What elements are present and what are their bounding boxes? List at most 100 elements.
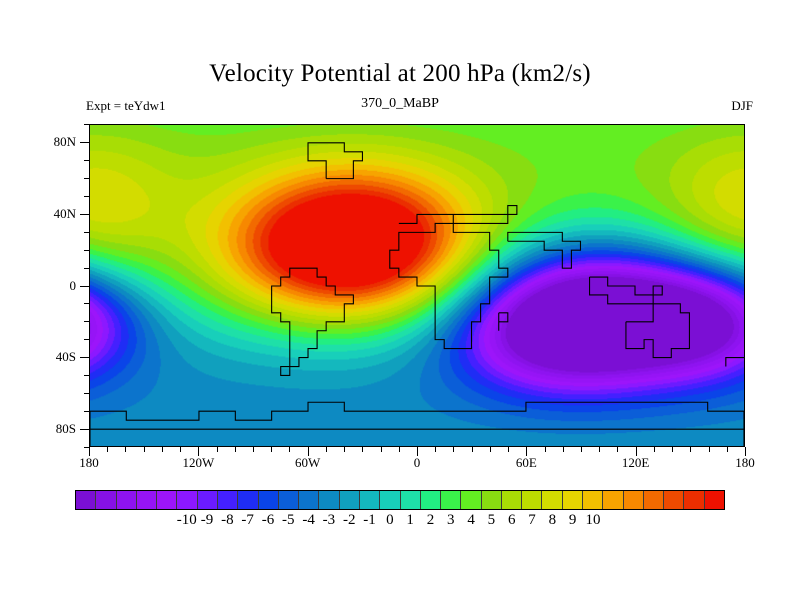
colorbar-swatch: [177, 491, 198, 509]
colorbar-swatch: [441, 491, 462, 509]
x-axis-tick: [198, 447, 200, 456]
colorbar-tick-label: 3: [447, 512, 455, 528]
colorbar-tick-label: -10: [176, 512, 197, 528]
y-axis-tick: [80, 141, 89, 143]
coastline-path: [725, 357, 744, 367]
coastline-path: [498, 312, 509, 331]
colorbar-tick-label: 1: [406, 512, 414, 528]
x-axis-tick: [489, 447, 491, 452]
coastline-path: [307, 142, 364, 180]
x-axis-tick: [653, 447, 655, 452]
y-axis-tick: [84, 159, 89, 161]
x-axis-tick: [544, 447, 546, 452]
x-axis-tick: [726, 447, 728, 452]
colorbar-tick-label: 7: [528, 512, 536, 528]
x-axis-tick: [599, 447, 601, 452]
colorbar-swatch: [704, 491, 724, 509]
colorbar-tick-label: 4: [467, 512, 475, 528]
coastline-path: [271, 267, 354, 376]
coastline-path: [90, 401, 744, 446]
y-axis-label: 0: [69, 277, 77, 293]
y-axis-label: 40S: [55, 349, 76, 365]
colorbar-swatch: [542, 491, 563, 509]
x-axis-tick: [289, 447, 291, 452]
y-axis-tick: [84, 267, 89, 269]
x-axis-tick: [417, 447, 418, 456]
colorbar-tick-label: -2: [342, 512, 356, 528]
x-axis-tick: [344, 447, 346, 452]
y-axis-tick: [84, 303, 89, 305]
x-axis-tick: [362, 447, 364, 452]
coastline-path: [625, 303, 690, 359]
x-axis-tick: [453, 447, 455, 452]
x-axis-tick: [161, 447, 163, 452]
colorbar-tick-label: 0: [386, 512, 394, 528]
x-axis-tick: [562, 447, 564, 452]
y-axis-tick: [80, 357, 89, 359]
colorbar-swatch: [157, 491, 178, 509]
y-axis-tick: [84, 124, 89, 125]
x-axis-label: 180: [79, 455, 99, 470]
x-axis-tick: [271, 447, 273, 452]
x-axis-tick: [617, 447, 619, 452]
page-title: Velocity Potential at 200 hPa (km2/s): [209, 60, 591, 87]
x-axis-label: 180: [735, 455, 755, 470]
x-axis-tick: [125, 447, 127, 452]
colorbar-swatch: [258, 491, 279, 509]
coastline-overlay: [90, 142, 744, 446]
colorbar-swatch: [238, 491, 259, 509]
coastline-path: [389, 222, 509, 350]
x-axis-label: 120W: [182, 455, 215, 470]
dataset-label: 370_0_MaBP: [361, 96, 439, 111]
x-axis-label: 60W: [295, 455, 321, 470]
y-axis-tick: [80, 285, 89, 287]
colorbar-swatch: [461, 491, 482, 509]
x-axis-tick: [307, 447, 309, 456]
x-axis-tick: [672, 447, 674, 452]
y-axis-tick: [84, 249, 89, 251]
colorbar-tick-label: -7: [241, 512, 254, 528]
coastline-path: [398, 205, 518, 224]
colorbar-swatch: [197, 491, 218, 509]
colorbar-swatch: [623, 491, 644, 509]
contour-map-plot: [89, 124, 745, 447]
colorbar-swatch: [380, 491, 401, 509]
y-axis-tick: [84, 339, 89, 341]
colorbar-swatch: [522, 491, 543, 509]
x-axis-tick: [216, 447, 218, 452]
colorbar-swatch: [481, 491, 502, 509]
x-axis-tick: [143, 447, 145, 452]
x-axis-tick: [234, 447, 236, 452]
colorbar-tick-label: -3: [322, 512, 336, 528]
x-axis-tick: [398, 447, 400, 452]
x-axis-tick: [325, 447, 327, 452]
colorbar-swatch: [684, 491, 705, 509]
coastline-path: [507, 231, 582, 269]
colorbar-swatch: [136, 491, 158, 509]
colorbar-swatch: [664, 491, 685, 509]
colorbar-tick-label: 8: [548, 512, 557, 528]
colorbar-tick-label: -4: [302, 512, 315, 528]
colorbar-swatch: [359, 491, 381, 509]
x-axis-tick: [708, 447, 710, 452]
x-axis-tick: [253, 447, 254, 452]
colorbar-swatch: [116, 491, 137, 509]
x-axis-tick: [581, 447, 582, 452]
colorbar-swatch: [339, 491, 360, 509]
colorbar-swatch: [299, 491, 320, 509]
y-axis-tick: [84, 375, 89, 377]
colorbar-swatch: [501, 491, 523, 509]
x-axis-tick: [690, 447, 692, 452]
colorbar-swatch: [400, 491, 421, 509]
x-axis-label: 60E: [515, 455, 537, 470]
colorbar-swatch: [76, 491, 97, 509]
colorbar-tick-label: 10: [585, 512, 601, 528]
colorbar-tick-label: -5: [282, 512, 295, 528]
colorbar-tick-label: 5: [487, 512, 496, 528]
y-axis-tick: [84, 195, 89, 197]
colorbar-tick-label: -8: [221, 512, 234, 528]
x-axis-tick: [107, 447, 109, 452]
colorbar-swatch: [603, 491, 624, 509]
x-axis-tick: [380, 447, 382, 452]
x-axis-tick: [435, 447, 437, 452]
